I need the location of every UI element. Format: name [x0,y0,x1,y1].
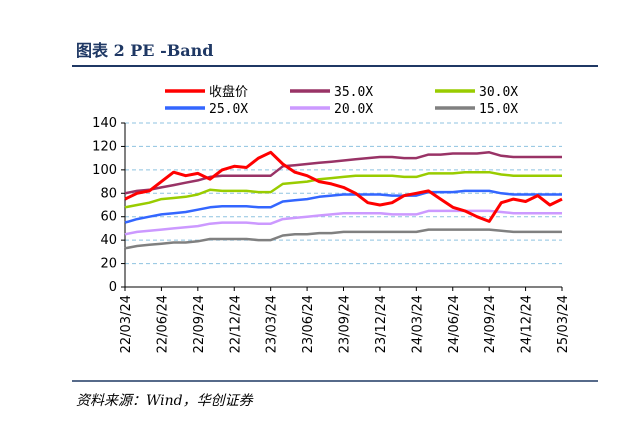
y-tick-label: 0 [109,280,117,295]
y-tick-label: 80 [100,186,117,201]
series-line [124,189,562,224]
y-tick-label: 40 [100,233,117,248]
legend-label: 20.0X [334,102,373,117]
x-tick-label: 22/09/24 [192,295,207,353]
x-tick-label: 24/03/24 [410,295,425,353]
y-tick-label: 140 [92,116,117,131]
legend-label: 15.0X [479,102,518,117]
legend-label: 25.0X [209,102,248,117]
series-line [124,209,562,236]
x-tick-label: 22/12/24 [228,295,243,353]
x-tick-label: 24/12/24 [520,295,535,353]
legend-label: 35.0X [334,85,373,100]
series-line [124,151,562,195]
series-line [124,228,562,250]
y-tick-label: 100 [92,163,117,178]
x-tick-label: 23/09/24 [338,295,353,353]
source: 资料来源：Wind，华创证券 [76,393,254,409]
x-tick-label: 23/12/24 [374,295,389,353]
x-tick-label: 24/06/24 [447,295,462,353]
x-tick-label: 25/03/24 [556,295,571,353]
y-tick-label: 60 [100,210,117,225]
x-tick-label: 23/03/24 [265,295,280,353]
y-tick-label: 120 [92,139,117,154]
x-tick-label: 23/06/24 [301,295,316,353]
legend-label: 30.0X [479,85,518,100]
series-line [124,150,563,223]
series-line [124,170,562,209]
legend-label: 收盘价 [209,84,248,100]
x-tick-label: 22/03/24 [119,295,134,353]
y-tick-label: 20 [100,257,117,272]
chart-title: 图表 2 PE -Band [76,41,213,60]
x-tick-label: 24/09/24 [483,295,498,353]
x-tick-label: 22/06/24 [155,295,170,353]
